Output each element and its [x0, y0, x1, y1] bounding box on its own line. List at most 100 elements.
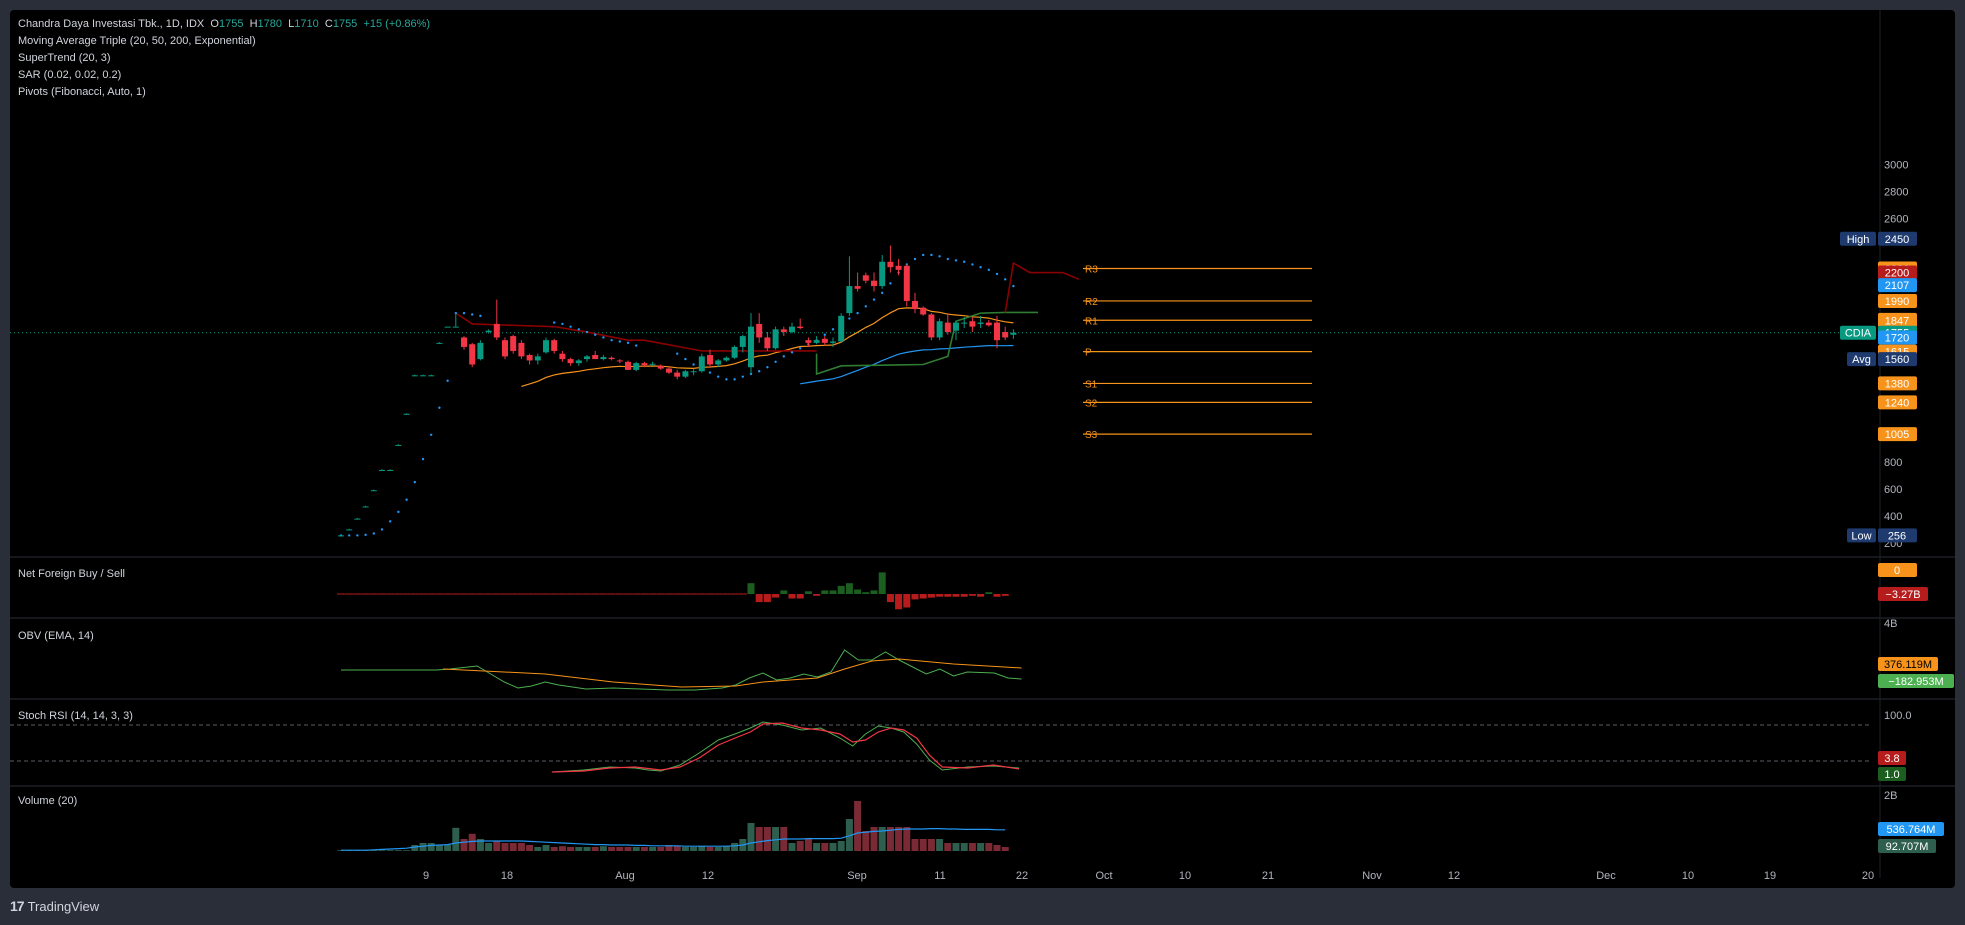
price-badge-tag: Avg [1852, 354, 1871, 366]
volume-ma-line [341, 827, 1006, 851]
volume-pane-title[interactable]: Volume (20) [18, 795, 78, 807]
volume-bar [493, 841, 501, 851]
candle-body [1010, 332, 1017, 335]
candle-body [387, 469, 394, 471]
sar-dot [553, 321, 556, 324]
tradingview-logo[interactable]: 17 TradingView [10, 898, 99, 914]
price-badge-value: 1990 [1885, 296, 1909, 308]
sar-dot [995, 272, 999, 276]
indicator-label-supertrend[interactable]: SuperTrend (20, 3) [18, 52, 111, 64]
ohlc-low-value: 1710 [294, 18, 319, 30]
obv-ema-line [443, 658, 1022, 688]
price-badge-1380: 1380 [1878, 376, 1917, 391]
foreign-bar [772, 594, 780, 598]
foreign-bar [870, 590, 878, 594]
candle-body [666, 368, 672, 373]
candle-body [428, 375, 435, 377]
candle-body [657, 365, 664, 369]
price-badge-1005: 1005 [1878, 427, 1917, 442]
candle-body [903, 265, 910, 301]
volume-badge-bg [1878, 839, 1936, 853]
foreign-bar [968, 594, 976, 596]
ema-50-line [800, 344, 1014, 385]
stoch-k-badge-value: 1.0 [1884, 769, 1899, 781]
volume-bar [370, 850, 378, 851]
price-axis-tick: 800 [1884, 457, 1902, 469]
volume-bar [583, 847, 591, 851]
price-badge-1720: 1720 [1878, 330, 1917, 345]
price-badge-value: 1847 [1885, 315, 1909, 327]
foreign-bar [927, 594, 935, 598]
indicator-label-pivots[interactable]: Pivots (Fibonacci, Auto, 1) [18, 86, 146, 98]
candle-body [698, 356, 705, 372]
candle-body [961, 322, 968, 324]
candle-body [674, 372, 681, 377]
volume-bar [435, 845, 443, 851]
candle-body [559, 353, 566, 360]
sar-dot [963, 260, 966, 263]
stoch-pane-title[interactable]: Stoch RSI (14, 14, 3, 3) [18, 710, 133, 722]
candle-body [813, 340, 820, 343]
sar-dot [725, 378, 728, 381]
volume-bar [452, 827, 460, 851]
volume-bar [526, 845, 534, 851]
candle-body [518, 342, 525, 357]
sar-dots [339, 253, 1015, 537]
volume-bar [690, 847, 698, 851]
candle-body [969, 321, 976, 327]
symbol-line[interactable]: Chandra Daya Investasi Tbk., 1D, IDX O17… [18, 16, 430, 33]
time-axis-tick: Sep [847, 870, 867, 882]
candle-body [616, 360, 623, 362]
volume-bar [444, 845, 452, 851]
volume-bar [640, 847, 648, 851]
indicator-label-ma[interactable]: Moving Average Triple (20, 50, 200, Expo… [18, 35, 256, 47]
obv-ema-badge: −182.953M [1878, 674, 1954, 688]
sar-dot [831, 328, 835, 331]
foreign-axis-tick: 4B [1884, 618, 1897, 630]
sar-dot [438, 406, 441, 409]
candle-body [444, 326, 451, 328]
candles [338, 245, 1017, 537]
foreign-bar [919, 594, 927, 599]
candle-body [953, 322, 959, 331]
candle-body [354, 518, 361, 520]
candle-body [502, 340, 508, 357]
sar-dot [881, 291, 884, 295]
price-badge-2200: 2200 [1878, 265, 1917, 280]
chart-frame: 3000280026001000800600400200R3R2R1PS1S2S… [10, 10, 1955, 888]
volume-bar [608, 847, 616, 851]
indicator-label-sar[interactable]: SAR (0.02, 0.02, 0.2) [18, 69, 122, 81]
pivot-label: S1 [1085, 379, 1098, 390]
sar-dot [405, 498, 408, 501]
candle-body [887, 261, 894, 268]
candle-body [838, 315, 845, 342]
obv-pane-title[interactable]: OBV (EMA, 14) [18, 630, 94, 642]
pivot-levels: R3 R2 R1 P S1 S2 S3 [1083, 265, 1312, 441]
candle-body [830, 341, 836, 343]
price-badge-bg [1878, 427, 1917, 442]
price-badge-1560: 1560 Avg [1847, 352, 1917, 367]
candle-body [608, 357, 615, 360]
foreign-bar [895, 594, 903, 610]
candle-body [411, 375, 418, 377]
sar-dot [602, 336, 605, 339]
price-badge-1847: 1847 [1878, 313, 1917, 328]
sar-dot [946, 257, 949, 261]
chart-canvas[interactable]: 3000280026001000800600400200R3R2R1PS1S2S… [10, 10, 1955, 888]
candle-body [764, 337, 771, 349]
price-badge-tag: High [1847, 234, 1870, 246]
stoch-k-badge: 1.0 [1878, 767, 1906, 781]
candle-body [485, 330, 492, 333]
foreign-bar [763, 594, 771, 603]
candle-body [526, 355, 533, 361]
foreign-pane-title[interactable]: Net Foreign Buy / Sell [18, 568, 125, 580]
obv-ema-badge-bg [1878, 674, 1954, 688]
ohlc-open-value: 1755 [218, 18, 244, 30]
volume-bar [411, 845, 419, 851]
volume-axis-tick: 2B [1884, 790, 1897, 802]
symbol-name[interactable]: Chandra Daya Investasi Tbk., 1D, IDX [18, 18, 205, 30]
candle-body [985, 322, 992, 326]
sar-dot [733, 378, 736, 381]
sar-dot [372, 532, 375, 535]
volume-bar [673, 845, 681, 851]
